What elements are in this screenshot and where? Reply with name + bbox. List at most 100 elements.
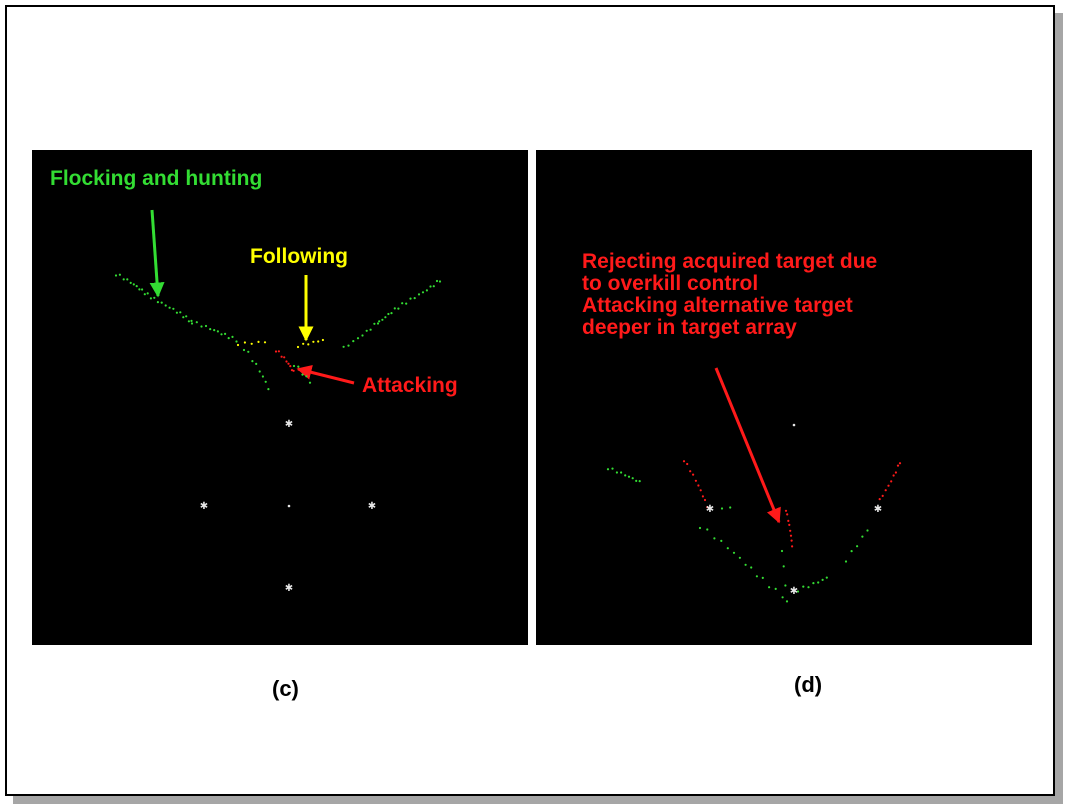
- flocking-agent-dot: [129, 281, 132, 284]
- flocking-agent-dot: [235, 340, 238, 343]
- flocking-agent-dot: [153, 296, 156, 299]
- flocking-agent-dot: [821, 578, 824, 581]
- label-line-4: deeper in target array: [582, 316, 797, 339]
- following-agent-dot: [307, 343, 310, 346]
- following-agent-dot: [263, 341, 267, 344]
- flocking-agent-dot: [774, 587, 777, 590]
- attacking-agent-dot: [289, 365, 292, 368]
- following-agent-dot: [257, 340, 260, 343]
- following-agent-dot: [236, 343, 240, 347]
- flocking-agent-dot: [182, 316, 185, 319]
- flocking-agent-dot: [347, 344, 350, 347]
- attacking-agent-dot: [287, 362, 290, 365]
- attacking-arrow: [296, 364, 355, 385]
- target-marker: ✱: [874, 504, 882, 515]
- attacking-agent-dot: [701, 495, 704, 498]
- flocking-agent-dot: [146, 292, 149, 295]
- flocking-agent-dot: [297, 365, 300, 368]
- target-marker: ✱: [285, 583, 293, 594]
- target-marker: ✱: [368, 501, 376, 512]
- flocking-agent-dot: [780, 549, 784, 553]
- attacking-agent-dot: [786, 513, 789, 516]
- flocking-agent-dot: [126, 278, 129, 281]
- flocking-agent-dot: [122, 278, 125, 281]
- flocking-agent-dot: [160, 301, 163, 304]
- flocking-agent-dot: [164, 304, 167, 307]
- flocking-agent-dot: [378, 320, 381, 323]
- attacking-agent-dot: [878, 498, 881, 501]
- attacking-agent-dot: [787, 519, 790, 522]
- target-marker: ✱: [706, 504, 714, 515]
- flocking-agent-dot: [118, 273, 121, 276]
- flocking-agent-dot: [425, 289, 428, 292]
- panel-c-canvas: ✱ ✱ ✱ ✱: [114, 209, 442, 594]
- flocking-agent-dot: [726, 547, 729, 550]
- flocking-agent-dot: [817, 581, 820, 584]
- flocking-agent-dot: [856, 545, 859, 548]
- flocking-agent-dot: [308, 381, 312, 384]
- attacking-agent-dot: [274, 350, 278, 353]
- attacking-agent-dot: [689, 470, 692, 473]
- flocking-agent-dot: [200, 325, 203, 328]
- flocking-agent-dot: [807, 586, 810, 589]
- panel-c: ✱ ✱ ✱ ✱ Flocking and hunting Following Atta…: [32, 150, 528, 645]
- flocking-agent-dot: [405, 302, 408, 305]
- target-marker: ✱: [790, 586, 798, 597]
- flocking-agent-dot: [729, 506, 732, 509]
- flocking-agent-dot: [785, 600, 789, 603]
- flocking-agent-dot: [866, 529, 869, 532]
- flocking-agent-dot: [413, 297, 416, 300]
- flocking-agent-dot: [417, 293, 421, 296]
- following-agent-dot: [250, 342, 253, 345]
- panel-d-canvas: ✱ ✱ ✱: [606, 367, 902, 603]
- flocking-agent-dot: [761, 576, 764, 579]
- flocking-agent-dot: [168, 306, 171, 309]
- following-agent-dot: [312, 340, 315, 343]
- flocking-agent-dot: [782, 565, 785, 568]
- attacking-agent-dot: [884, 489, 887, 492]
- flocking-agent-dot: [305, 375, 308, 378]
- flocking-agent-dot: [261, 375, 264, 378]
- flocking-agent-dot: [635, 479, 638, 482]
- flocking-agent-dot: [352, 340, 355, 343]
- attacking-agent-dot: [887, 484, 890, 487]
- flocking-agent-dot: [698, 526, 702, 530]
- flocking-agent-dot: [224, 332, 227, 335]
- flocking-agent-dot: [387, 312, 390, 316]
- flocking-agent-dot: [732, 551, 736, 554]
- flocking-agent-dot: [242, 348, 246, 352]
- flocking-agent-dot: [301, 373, 304, 376]
- flocking-agent-dot: [844, 560, 848, 563]
- flocking-agent-dot: [861, 535, 864, 538]
- attacking-agent-dot: [703, 498, 707, 502]
- flocking-agent-dot: [755, 575, 758, 578]
- flocking-agent-dot: [141, 288, 144, 291]
- flocking-agent-dot: [114, 274, 118, 277]
- attacking-agent-dot: [890, 480, 893, 483]
- attacking-agent-dot: [277, 350, 280, 353]
- flocking-agent-dot: [432, 285, 435, 288]
- flocking-agent-dot: [185, 315, 188, 318]
- flocking-agent-dot: [258, 370, 261, 373]
- label-following: Following: [250, 245, 348, 268]
- flocking-agent-dot: [812, 582, 815, 585]
- attacking-agent-dot: [898, 462, 902, 465]
- following-agent-dot: [302, 342, 305, 345]
- flocking-agent-dot: [156, 301, 159, 304]
- flocking-agent-dot: [768, 586, 771, 589]
- flocking-agent-dot: [438, 280, 442, 283]
- flocking-agent-dot: [638, 480, 641, 483]
- attacking-agent-dot: [789, 529, 792, 532]
- target-marker: [792, 423, 796, 427]
- attacking-agent-dot: [789, 534, 793, 537]
- flocking-agent-dot: [611, 467, 614, 470]
- flocking-agent-dot: [365, 329, 368, 332]
- flocking-agent-dot: [213, 329, 216, 332]
- attacking-agent-dot: [283, 356, 286, 359]
- flocking-agent-dot: [744, 563, 747, 566]
- flocking-agent-dot: [369, 328, 372, 331]
- flocking-agent-dot: [376, 322, 380, 325]
- label-flocking-and-hunting: Flocking and hunting: [50, 167, 263, 190]
- flocking-agent-dot: [429, 285, 432, 288]
- label-attacking: Attacking: [362, 374, 458, 397]
